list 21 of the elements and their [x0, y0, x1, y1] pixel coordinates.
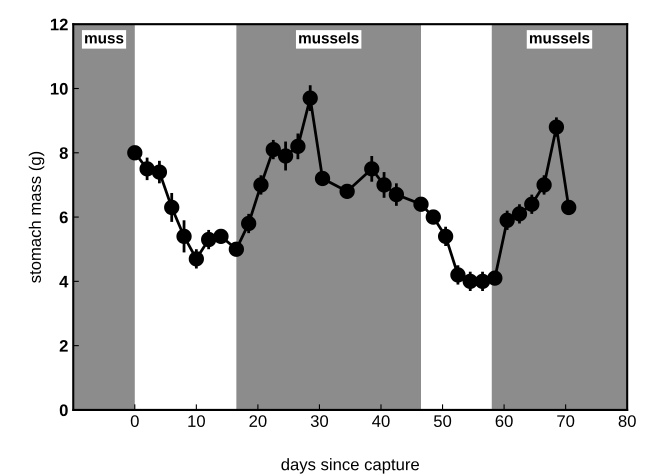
x-tick-label: 60: [496, 415, 513, 428]
y-tick-label: 12: [50, 18, 68, 30]
band-label: mussels: [530, 32, 590, 44]
x-tick-label: 50: [434, 415, 452, 428]
y-tick-label: 0: [60, 404, 68, 416]
x-tick-label: 80: [618, 415, 636, 428]
x-tick-label: 40: [372, 415, 390, 428]
x-tick-label: 10: [188, 415, 205, 428]
x-tick-label: 0: [130, 415, 139, 428]
y-tick-label: 6: [60, 211, 68, 224]
x-tick-label: 20: [249, 415, 267, 428]
y-tick-label: 4: [59, 276, 68, 288]
x-tick-label: 30: [310, 415, 328, 428]
y-tick-label: 10: [50, 82, 68, 95]
y-tick-label: 8: [60, 147, 68, 159]
band-label: muss: [85, 35, 124, 44]
x-axis-title: days since capture: [281, 458, 419, 474]
band-label: mussels: [299, 32, 359, 44]
x-tick-label: 70: [557, 415, 574, 428]
y-axis-title: stomach mass (g): [28, 152, 44, 283]
y-tick-label: 2: [60, 340, 68, 352]
